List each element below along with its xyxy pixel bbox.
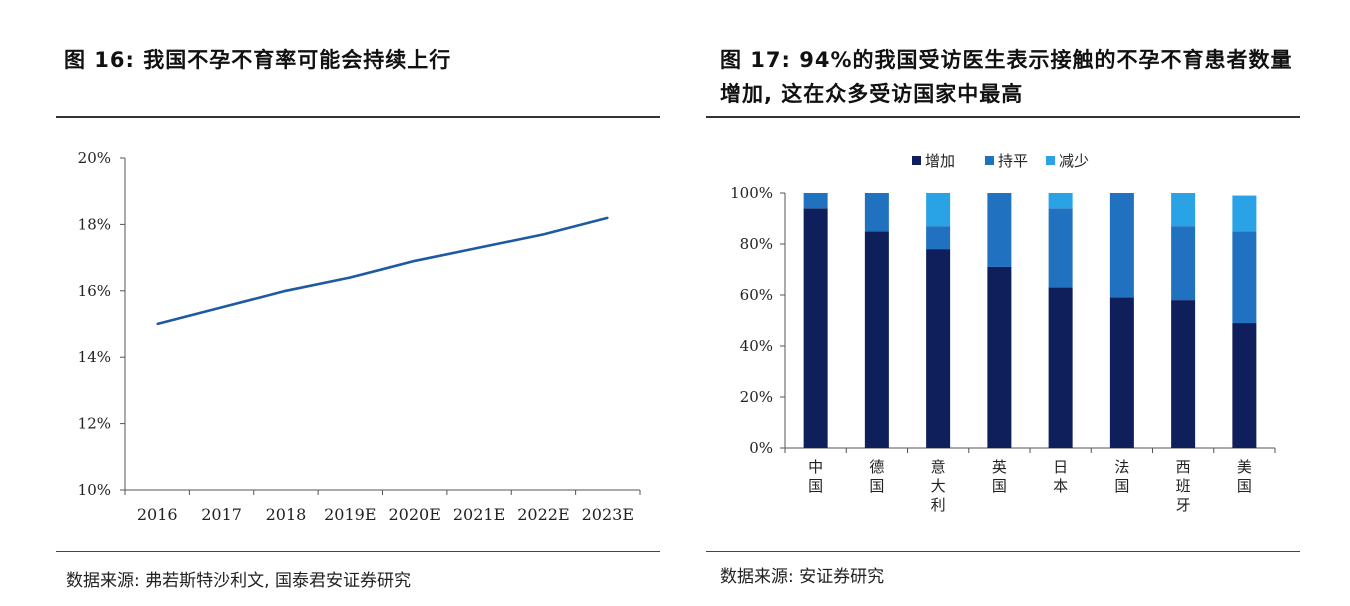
left-title-rule [56, 116, 660, 118]
bar-segment-增加 [1109, 297, 1134, 448]
x-tick-label: 2018 [266, 505, 307, 524]
y-tick-label: 18% [78, 215, 111, 233]
x-category-label-char: 班 [1176, 477, 1191, 495]
y-tick-label: 60% [740, 286, 773, 304]
data-point [542, 233, 545, 236]
y-tick-label: 80% [740, 235, 773, 253]
y-tick-label: 100% [730, 184, 773, 202]
right-source-rule [706, 551, 1300, 552]
legend-swatch [912, 156, 921, 165]
x-category-label-char: 美 [1237, 458, 1252, 476]
right-title-rule [706, 116, 1300, 118]
legend-swatch [1046, 156, 1055, 165]
bar-segment-增加 [1171, 300, 1196, 448]
x-category-label-char: 本 [1053, 477, 1068, 495]
bar-segment-持平 [1109, 193, 1134, 298]
data-point [156, 323, 159, 325]
x-category-label-char: 法 [1114, 458, 1129, 476]
y-tick-label: 20% [78, 149, 111, 167]
legend-label: 持平 [998, 152, 1028, 170]
bar-segment-增加 [926, 249, 951, 448]
y-tick-label: 16% [78, 282, 111, 300]
series-line [156, 216, 609, 326]
x-category-label-char: 英 [992, 458, 1007, 476]
x-category-label-char: 国 [808, 477, 823, 495]
line-chart: 10% 12% 14% 16% 18% 20% 2016 2017 2018 2019E 2020E… [78, 149, 641, 524]
y-tick-label: 40% [740, 337, 773, 355]
legend-label: 减少 [1059, 152, 1089, 170]
data-point [606, 216, 609, 219]
x-tick-label: 2021E [453, 505, 505, 524]
y-tick-label: 12% [78, 415, 111, 433]
x-tick-label: 2016 [137, 505, 178, 524]
left-source-rule [56, 551, 660, 552]
x-category-label-char: 西 [1176, 458, 1191, 476]
legend-label: 增加 [925, 152, 955, 170]
bar-segment-持平 [926, 226, 951, 250]
bar-segment-持平 [1171, 226, 1196, 301]
y-tick-label: 10% [78, 481, 111, 499]
bar-segment-减少 [1232, 195, 1257, 232]
bar-segment-持平 [864, 193, 889, 232]
bar-segment-持平 [987, 193, 1012, 267]
bar-segment-减少 [926, 193, 951, 227]
legend-swatch [985, 156, 994, 165]
x-tick-label: 2020E [388, 505, 440, 524]
bar-segment-持平 [1048, 208, 1073, 288]
bar-segment-减少 [1048, 193, 1073, 209]
bar-segment-增加 [1232, 323, 1257, 448]
x-tick-label: 2023E [582, 505, 634, 524]
x-tick-label: 2017 [201, 505, 242, 524]
data-point [220, 306, 223, 309]
x-category-label-char: 利 [931, 496, 946, 514]
right-source-note: 数据来源: 安证券研究 [720, 567, 885, 587]
x-category-label-char: 意 [931, 458, 946, 476]
x-category-label-char: 日 [1053, 458, 1068, 476]
left-source-note: 数据来源: 弗若斯特沙利文, 国泰君安证券研究 [66, 571, 411, 591]
bar-segment-增加 [987, 266, 1012, 448]
y-tick-label: 20% [740, 388, 773, 406]
data-point [413, 260, 416, 262]
x-category-label-char: 国 [992, 477, 1007, 495]
stacked-bar-chart: 增加 持平 减少0%20%40%60%80%100%中国德国意大利英国日本法国西班牙… [730, 152, 1276, 514]
right-chart-title: 图 17: 94%的我国受访医生表示接触的不孕不育患者数量增加, 这在众多受访国… [720, 48, 1293, 106]
bar-segment-增加 [864, 231, 889, 448]
bar-segment-减少 [1171, 193, 1196, 227]
bar-segment-增加 [1048, 287, 1073, 448]
x-category-label-char: 大 [931, 477, 946, 495]
x-category-label-char: 德 [869, 458, 884, 476]
x-category-label-char: 国 [1114, 477, 1129, 495]
y-tick-label: 14% [78, 348, 111, 366]
data-point [349, 276, 352, 279]
x-category-label-char: 牙 [1176, 496, 1191, 514]
x-tick-label: 2019E [324, 505, 376, 524]
bar-segment-增加 [803, 208, 828, 448]
data-point [478, 246, 480, 249]
data-point [285, 289, 287, 292]
y-tick-label: 0% [749, 439, 773, 457]
x-category-label-char: 中 [808, 458, 823, 476]
left-chart-title: 图 16: 我国不孕不育率可能会持续上行 [64, 48, 452, 72]
x-category-label-char: 国 [869, 477, 884, 495]
bar-segment-持平 [803, 193, 828, 209]
bar-segment-持平 [1232, 231, 1257, 324]
x-category-label-char: 国 [1237, 477, 1252, 495]
x-tick-label: 2022E [517, 505, 569, 524]
